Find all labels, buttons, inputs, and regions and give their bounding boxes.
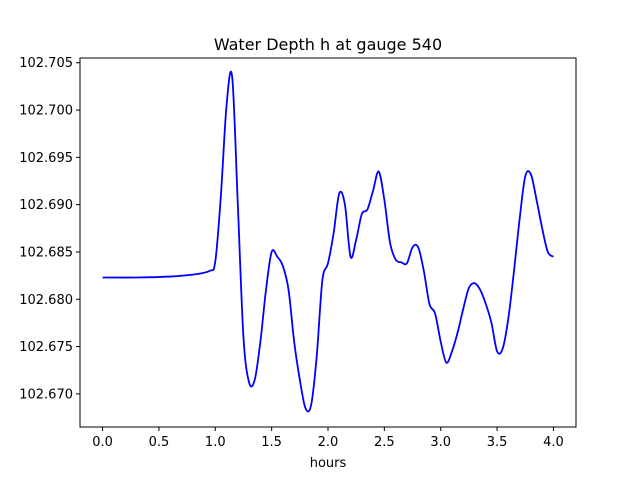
y-tick-label: 102.700 (19, 104, 73, 119)
y-tick-label: 102.675 (19, 340, 73, 355)
x-tick-label: 4.0 (543, 435, 564, 450)
x-tick-label: 0.5 (149, 435, 170, 450)
plot-area (79, 57, 577, 428)
y-tick-label: 102.680 (19, 293, 73, 308)
y-tick-label: 102.685 (19, 245, 73, 260)
y-tick-label: 102.670 (19, 387, 73, 402)
y-axis: 102.670 102.675 102.680 102.685 102.690 102.6… (19, 56, 80, 402)
x-tick-label: 2.5 (374, 435, 395, 450)
x-tick-label: 2.0 (318, 435, 339, 450)
plot-frame (79, 57, 577, 428)
x-tick-label: 1.5 (261, 435, 282, 450)
x-tick-label: 1.0 (205, 435, 226, 450)
x-axis: 0.0 0.5 1.0 1.5 2.0 2.5 3.0 3.5 4.0 (92, 427, 564, 450)
x-tick-label: 3.0 (430, 435, 451, 450)
chart-title: Water Depth h at gauge 540 (214, 35, 442, 54)
x-tick-label: 0.0 (92, 435, 113, 450)
y-tick-label: 102.690 (19, 198, 73, 213)
y-tick-label: 102.705 (19, 56, 73, 71)
x-tick-label: 3.5 (487, 435, 508, 450)
y-tick-label: 102.695 (19, 151, 73, 166)
x-axis-label: hours (310, 456, 347, 471)
water-depth-line (102, 70, 555, 413)
